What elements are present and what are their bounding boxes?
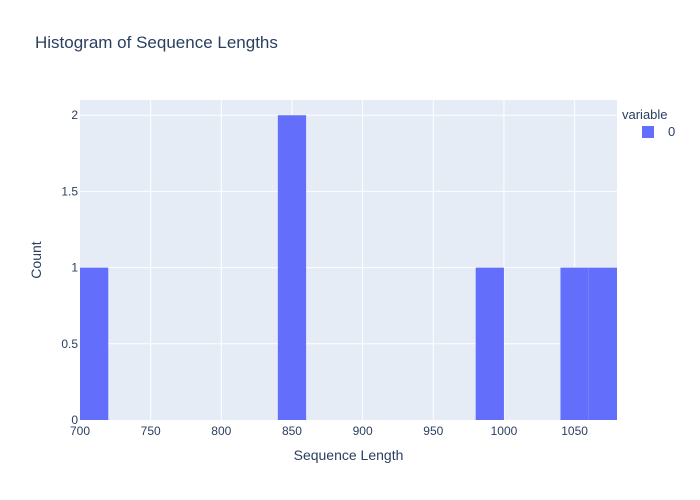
histogram-bar[interactable] [277, 115, 307, 420]
y-axis-title: Count [28, 241, 44, 278]
x-tick-label: 950 [423, 424, 443, 438]
x-axis-title: Sequence Length [294, 447, 404, 463]
x-tick-label: 1050 [561, 424, 588, 438]
y-tick-label: 1 [71, 261, 78, 275]
x-tick-label: 900 [353, 424, 373, 438]
legend[interactable]: variable 0 [622, 107, 675, 139]
chart-title: Histogram of Sequence Lengths [35, 33, 278, 52]
y-tick-label: 1.5 [61, 184, 78, 198]
plot-area [80, 100, 617, 420]
x-tick-label: 700 [70, 424, 90, 438]
x-tick-label: 850 [282, 424, 302, 438]
legend-title: variable [622, 107, 668, 122]
histogram-bar[interactable] [475, 267, 504, 420]
histogram-bar[interactable] [80, 267, 109, 420]
histogram-bar[interactable] [560, 267, 589, 420]
bars [80, 115, 617, 420]
legend-swatch[interactable] [642, 126, 654, 138]
y-tick-label: 2 [71, 108, 78, 122]
y-tick-label: 0.5 [61, 337, 78, 351]
x-tick-label: 750 [141, 424, 161, 438]
x-tick-label: 1000 [491, 424, 518, 438]
legend-entry-label[interactable]: 0 [668, 124, 675, 139]
x-axis-ticks: 700 750 800 850 900 950 1000 1050 [70, 424, 588, 438]
y-tick-label: 0 [71, 413, 78, 427]
y-axis-ticks: 0 0.5 1 1.5 2 [61, 108, 78, 427]
histogram-bar[interactable] [588, 267, 617, 420]
x-tick-label: 800 [211, 424, 231, 438]
